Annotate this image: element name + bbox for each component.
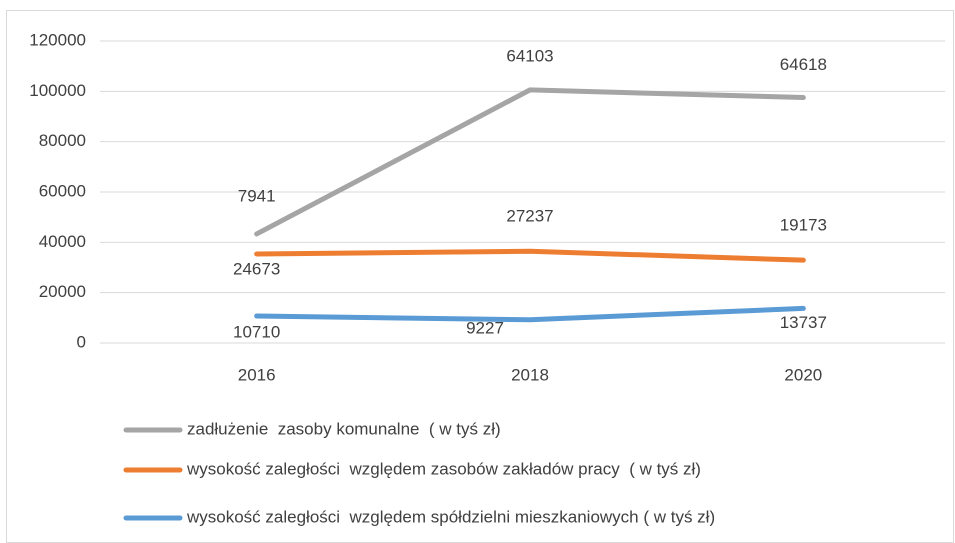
data-label: 27237 [506, 207, 553, 226]
y-tick-label: 120000 [29, 30, 86, 49]
legend-label: wysokość zaległości względem zasobów zak… [186, 459, 701, 478]
x-tick-label: 2018 [511, 365, 549, 384]
x-tick-label: 2016 [238, 365, 276, 384]
y-tick-label: 0 [77, 332, 86, 351]
line-series [254, 87, 806, 237]
data-label: 13737 [780, 313, 827, 332]
data-label: 9227 [466, 318, 504, 337]
legend-label: zadłużenie zasoby komunalne ( w tyś zł) [187, 419, 501, 438]
x-tick-label: 2020 [784, 365, 822, 384]
line-series [254, 305, 806, 323]
data-label: 7941 [238, 186, 276, 205]
y-tick-label: 80000 [39, 131, 86, 150]
data-label: 64618 [780, 55, 827, 74]
y-tick-label: 40000 [39, 232, 86, 251]
line-series [254, 248, 806, 263]
legend-label: wysokość zaległości względem spółdzielni… [186, 507, 715, 526]
data-label: 64103 [506, 46, 553, 65]
y-tick-label: 100000 [29, 81, 86, 100]
data-label: 10710 [233, 323, 280, 342]
y-tick-label: 20000 [39, 282, 86, 301]
y-tick-label: 60000 [39, 181, 86, 200]
data-label: 19173 [780, 216, 827, 235]
data-label: 24673 [233, 259, 280, 278]
